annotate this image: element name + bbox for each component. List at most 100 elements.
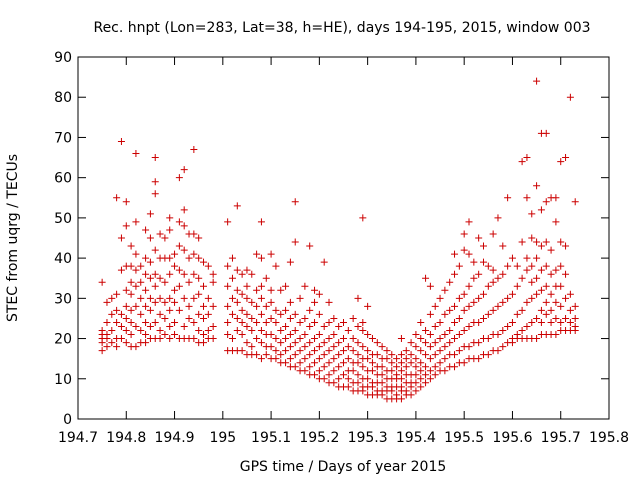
data-point — [407, 359, 415, 367]
data-point — [393, 363, 401, 371]
data-point — [426, 355, 434, 363]
data-point — [224, 331, 232, 339]
data-point — [122, 286, 130, 294]
data-point — [262, 351, 270, 359]
x-tick-label: 195.6 — [492, 430, 532, 446]
data-point — [117, 234, 125, 242]
data-point — [562, 314, 570, 322]
data-point — [272, 318, 280, 326]
data-point — [359, 318, 367, 326]
data-point — [146, 274, 154, 282]
data-point — [364, 331, 372, 339]
x-tick-label: 195.1 — [251, 430, 291, 446]
data-point — [156, 327, 164, 335]
data-point — [465, 343, 473, 351]
data-point — [146, 210, 154, 218]
data-point — [330, 314, 338, 322]
y-axis-label: STEC from uqrg / TECUs — [5, 154, 21, 322]
data-point — [446, 306, 454, 314]
data-point — [315, 367, 323, 375]
data-point — [277, 339, 285, 347]
data-point — [146, 294, 154, 302]
data-point — [325, 347, 333, 355]
data-point — [508, 318, 516, 326]
data-point — [523, 154, 531, 162]
data-point — [195, 310, 203, 318]
data-point — [228, 294, 236, 302]
data-point — [243, 339, 251, 347]
data-point — [257, 294, 265, 302]
data-point — [364, 375, 372, 383]
data-point — [286, 314, 294, 322]
data-point — [146, 234, 154, 242]
data-point — [272, 355, 280, 363]
data-point — [397, 367, 405, 375]
data-point — [311, 298, 319, 306]
data-point — [417, 383, 425, 391]
data-point — [431, 351, 439, 359]
data-point — [451, 351, 459, 359]
data-point — [426, 282, 434, 290]
data-point — [412, 331, 420, 339]
data-point — [311, 371, 319, 379]
data-point — [489, 278, 497, 286]
data-point — [479, 314, 487, 322]
data-point — [195, 254, 203, 262]
data-point — [306, 351, 314, 359]
data-point — [441, 367, 449, 375]
data-point — [431, 363, 439, 371]
data-point — [122, 198, 130, 206]
data-point — [315, 290, 323, 298]
data-point — [253, 335, 261, 343]
data-point — [228, 310, 236, 318]
data-point — [132, 343, 140, 351]
data-point — [200, 258, 208, 266]
data-point — [412, 379, 420, 387]
data-point — [426, 310, 434, 318]
data-point — [441, 355, 449, 363]
data-point — [533, 314, 541, 322]
data-point — [320, 258, 328, 266]
data-point — [272, 335, 280, 343]
data-point — [562, 294, 570, 302]
data-point — [175, 266, 183, 274]
x-axis: 194.7 194.8 194.9 195 195.1 195.2 195.3 195.4 19… — [58, 57, 629, 446]
data-point — [180, 270, 188, 278]
data-point — [422, 351, 430, 359]
data-point — [528, 210, 536, 218]
data-point — [175, 174, 183, 182]
data-point — [335, 375, 343, 383]
data-point — [330, 343, 338, 351]
data-point — [166, 322, 174, 330]
data-point — [185, 254, 193, 262]
data-point — [557, 238, 565, 246]
data-point — [436, 335, 444, 343]
data-point — [224, 218, 232, 226]
data-point — [306, 363, 314, 371]
data-point — [248, 343, 256, 351]
data-point — [272, 347, 280, 355]
data-point — [190, 294, 198, 302]
data-point — [533, 77, 541, 85]
data-point — [528, 318, 536, 326]
data-point — [248, 314, 256, 322]
x-tick-label: 195 — [209, 430, 236, 446]
data-point — [320, 322, 328, 330]
data-point — [190, 230, 198, 238]
data-point — [513, 262, 521, 270]
data-point — [417, 335, 425, 343]
data-point — [171, 331, 179, 339]
data-point — [277, 310, 285, 318]
data-point — [166, 214, 174, 222]
data-point — [200, 282, 208, 290]
data-point — [335, 322, 343, 330]
data-point — [470, 298, 478, 306]
data-point — [209, 322, 217, 330]
data-point — [127, 278, 135, 286]
data-point — [455, 331, 463, 339]
data-point — [180, 166, 188, 174]
data-point — [417, 375, 425, 383]
data-point — [137, 294, 145, 302]
data-point — [470, 258, 478, 266]
